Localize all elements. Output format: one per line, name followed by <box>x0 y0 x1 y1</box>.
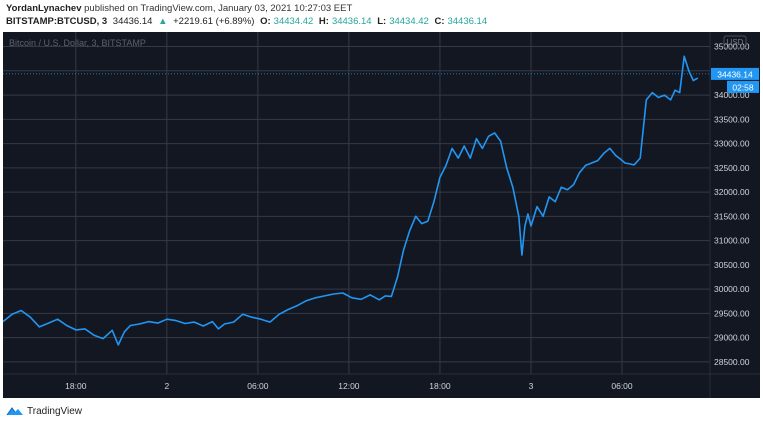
x-tick-label: 06:00 <box>611 381 633 391</box>
x-tick-label: 18:00 <box>429 381 451 391</box>
published-info: published on TradingView.com, January 03… <box>84 3 353 14</box>
high-value: 34436.14 <box>331 16 372 27</box>
price-change: +2219.61 (+6.89%) <box>173 16 255 27</box>
chart-container[interactable]: 28500.00 29000.00 29500.00 30000.00 30500.00… <box>2 32 760 398</box>
price-tag-bg <box>711 67 759 80</box>
y-tick-label: 31500.00 <box>714 211 750 221</box>
x-tick-label: 06:00 <box>247 381 269 391</box>
y-tick-label: 28500.00 <box>714 357 750 367</box>
countdown-tag: 02:58 <box>732 82 754 92</box>
y-tick-label: 31000.00 <box>714 236 750 246</box>
y-tick-label: 30000.00 <box>714 284 750 294</box>
x-tick-label: 12:00 <box>338 381 360 391</box>
close-label: C: <box>434 16 445 27</box>
low-label: L: <box>377 16 387 27</box>
y-tick-label: 30500.00 <box>714 260 750 270</box>
change-arrow-icon: ▲ <box>158 16 168 27</box>
y-tick-label: 32000.00 <box>714 187 750 197</box>
last-price: 34436.14 <box>112 16 153 27</box>
open-label: O: <box>260 16 271 27</box>
x-tick-label: 3 <box>529 381 534 391</box>
x-tick-label: 2 <box>164 381 169 391</box>
price-line <box>2 55 699 346</box>
chart-background <box>3 32 760 398</box>
symbol-label: BITSTAMP:BTCUSD, 3 <box>6 16 108 27</box>
footer-brand[interactable]: TradingView <box>27 405 83 417</box>
countdown-tag-bg <box>727 80 759 93</box>
y-tick-label: 35000.00 <box>714 42 750 52</box>
publish-line: YordanLynachev published on TradingView.… <box>6 3 352 14</box>
y-tick-label: 33500.00 <box>714 114 750 124</box>
symbol-line: BITSTAMP:BTCUSD, 3 34436.14 ▲ +2219.61 (… <box>6 16 490 27</box>
author-name[interactable]: YordanLynachev <box>6 3 82 14</box>
y-tick-label: 29000.00 <box>714 333 750 343</box>
chart-header: YordanLynachev published on TradingView.… <box>6 0 763 32</box>
low-value: 34434.42 <box>389 16 429 27</box>
high-label: H: <box>318 16 329 27</box>
price-tag: 34436.14 <box>717 69 753 79</box>
tradingview-logo-icon[interactable] <box>6 406 24 416</box>
price-chart[interactable]: 28500.00 29000.00 29500.00 30000.00 30500.00… <box>2 32 760 398</box>
y-tick-label: 33000.00 <box>714 139 750 149</box>
y-tick-label: 32500.00 <box>714 163 750 173</box>
y-tick-label: 29500.00 <box>714 308 750 318</box>
currency-label: USD <box>727 38 744 47</box>
footer: TradingView <box>6 403 82 419</box>
chart-title: Bitcoin / U.S. Dollar, 3, BITSTAMP <box>9 38 146 48</box>
x-tick-label: 18:00 <box>65 381 87 391</box>
open-value: 34434.42 <box>273 16 314 27</box>
currency-box <box>723 35 747 49</box>
y-tick-label: 34000.00 <box>714 90 750 100</box>
close-value: 34436.14 <box>447 16 488 27</box>
